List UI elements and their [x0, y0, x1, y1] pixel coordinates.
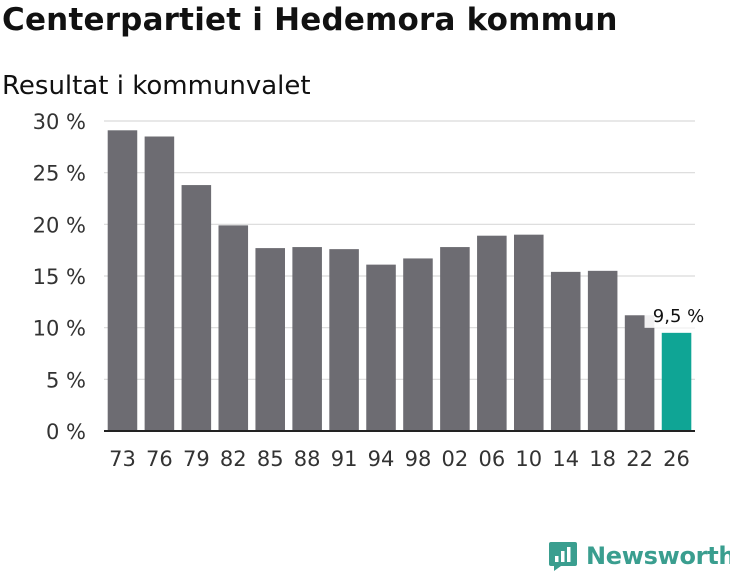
bar: [182, 185, 212, 431]
y-tick-label: 30 %: [33, 110, 86, 134]
x-tick-label: 06: [478, 447, 505, 471]
x-tick-label: 10: [515, 447, 542, 471]
x-tick-label: 85: [257, 447, 284, 471]
x-tick-label: 73: [109, 447, 136, 471]
x-tick-label: 22: [626, 447, 653, 471]
x-tick-label: 14: [552, 447, 579, 471]
x-tick-label: 82: [220, 447, 247, 471]
bar: [145, 137, 175, 432]
bar: [292, 247, 322, 431]
x-tick-label: 94: [368, 447, 395, 471]
bar: [551, 272, 581, 431]
bar: [514, 235, 544, 431]
bar: [625, 315, 655, 431]
x-tick-label: 18: [589, 447, 616, 471]
bar: [219, 225, 249, 431]
bar: [440, 247, 470, 431]
newsworthy-logo-icon: [548, 540, 578, 572]
bar: [329, 249, 359, 431]
x-tick-label: 88: [294, 447, 321, 471]
y-tick-label: 15 %: [33, 265, 86, 289]
x-tick-label: 98: [405, 447, 432, 471]
x-tick-label: 79: [183, 447, 210, 471]
bar: [588, 271, 618, 431]
x-tick-label: 02: [442, 447, 469, 471]
y-tick-label: 10 %: [33, 317, 86, 341]
brand: Newsworthy: [548, 538, 730, 574]
y-tick-label: 25 %: [33, 162, 86, 186]
bar: [477, 236, 507, 431]
bar: [662, 333, 692, 431]
x-tick-label: 26: [663, 447, 690, 471]
bar: [255, 248, 285, 431]
x-tick-label: 91: [331, 447, 358, 471]
bar: [403, 258, 433, 431]
y-tick-label: 5 %: [46, 368, 86, 392]
x-tick-label: 76: [146, 447, 173, 471]
y-tick-label: 0 %: [46, 420, 86, 444]
y-tick-label: 20 %: [33, 213, 86, 237]
bar: [366, 265, 396, 431]
data-label: 9,5 %: [653, 306, 704, 327]
bar: [108, 130, 138, 431]
brand-name: Newsworthy: [586, 542, 730, 570]
